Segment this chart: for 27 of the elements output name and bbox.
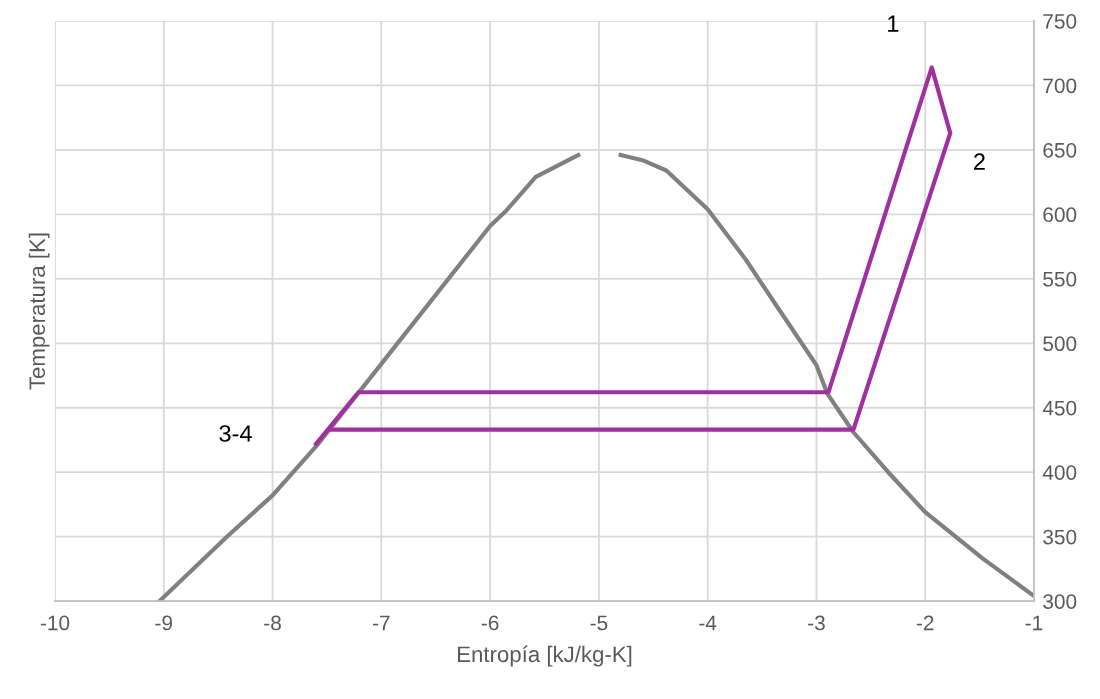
line-series	[313, 65, 953, 446]
y-tick-label: 350	[1043, 529, 1077, 545]
y-tick-label: 750	[1043, 13, 1077, 29]
annotation: 2	[974, 153, 985, 170]
y-tick-label: 450	[1042, 400, 1077, 416]
annotation: 3-4	[219, 425, 252, 442]
y-tick-label: 550	[1043, 271, 1077, 287]
y-tick-label: 700	[1043, 78, 1077, 94]
y-tick-label: 300	[1043, 594, 1077, 609]
y-tick-label: 500	[1043, 336, 1077, 352]
x-tick-label: -9	[155, 615, 173, 631]
y-tick-label: 600	[1043, 207, 1077, 223]
x-tick-label: -1	[1025, 615, 1043, 631]
annotation: 1	[888, 15, 899, 32]
x-tick-label: -10	[40, 615, 70, 631]
x-tick-label: -7	[373, 615, 390, 631]
x-tick-label: -5	[590, 615, 608, 631]
line-series	[618, 152, 1034, 599]
x-tick-label: -8	[264, 615, 281, 631]
x-tick-label: -4	[699, 615, 717, 631]
y-tick-label: 650	[1043, 142, 1077, 158]
x-tick-label: -3	[808, 615, 825, 631]
x-tick-label: -6	[481, 615, 499, 631]
x-axis-title: Entropía [kJ/kg-K]	[458, 645, 632, 667]
y-tick-label: 400	[1042, 465, 1077, 480]
y-axis-title: Temperatura [K]	[28, 233, 50, 390]
x-tick-label: -2	[916, 615, 934, 631]
